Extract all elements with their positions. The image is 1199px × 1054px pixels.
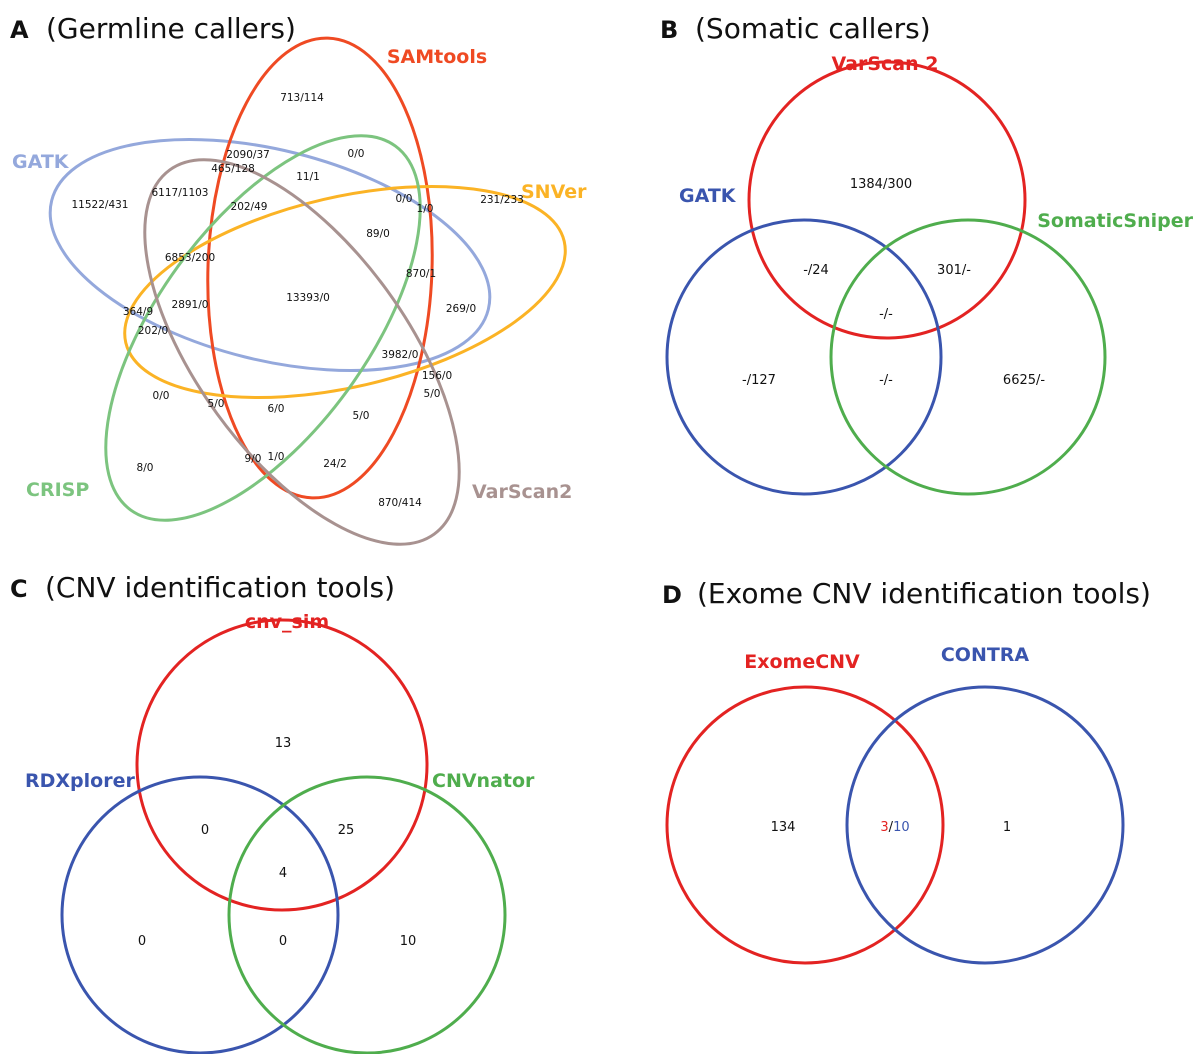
ellipse-gatk <box>48 137 492 373</box>
region-count: 8/0 <box>137 462 154 474</box>
circle-gatk <box>665 218 943 496</box>
region-varscan-only: 1384/300 <box>850 177 912 192</box>
panel-a: A (Germline callers) SAMtools GATK SNVer… <box>10 12 587 546</box>
label-varscan2: VarScan2 <box>472 481 572 503</box>
region-count: 5/0 <box>424 388 441 400</box>
region-count: 202/49 <box>231 201 268 213</box>
circle-exomecnv <box>665 685 945 965</box>
region-count: 2891/0 <box>172 299 209 311</box>
panel-c: C (CNV identification tools) cnv_sim RDX… <box>10 571 535 1054</box>
label-cnv-sim: cnv_sim <box>245 611 329 633</box>
panel-a-title: (Germline callers) <box>46 12 296 45</box>
overlap-exomecnv-count: 3 <box>880 820 888 835</box>
region-cnvnator-only: 10 <box>400 934 417 949</box>
region-varscan-sniper: 301/- <box>937 263 971 278</box>
label-gatk: GATK <box>12 151 70 173</box>
region-count: 231/233 <box>480 194 524 206</box>
region-count: 269/0 <box>446 303 476 315</box>
region-gatk-only: -/127 <box>742 373 776 388</box>
region-count: 870/414 <box>378 497 422 509</box>
circle-somaticsniper <box>829 218 1107 496</box>
circle-cnv-sim <box>135 618 429 912</box>
region-count: 3982/0 <box>382 349 419 361</box>
panel-b-letter: B <box>660 16 678 44</box>
region-count: 870/1 <box>406 268 436 280</box>
region-all-three: 4 <box>279 866 287 881</box>
region-count: 11/1 <box>296 171 320 183</box>
panel-d: D (Exome CNV identification tools) Exome… <box>662 577 1151 965</box>
panel-c-title: (CNV identification tools) <box>45 571 395 604</box>
overlap-contra-count: 10 <box>893 820 910 835</box>
panel-d-letter: D <box>662 581 682 609</box>
region-count: 202/0 <box>138 325 168 337</box>
label-crisp: CRISP <box>26 479 89 501</box>
region-count: 1/0 <box>417 203 434 215</box>
region-all-three: -/- <box>879 307 893 322</box>
region-sim-only: 13 <box>275 736 292 751</box>
region-count: 9/0 <box>245 453 262 465</box>
region-count: 2090/37 <box>226 149 270 161</box>
panel-a-letter: A <box>10 16 29 44</box>
region-count: 5/0 <box>353 410 370 422</box>
circle-contra <box>845 685 1125 965</box>
region-exomecnv-only: 134 <box>771 820 796 835</box>
region-count: 11522/431 <box>72 199 129 211</box>
label-samtools: SAMtools <box>387 46 487 68</box>
region-count: 0/0 <box>348 148 365 160</box>
circle-rdxplorer <box>60 775 340 1054</box>
panel-d-title: (Exome CNV identification tools) <box>697 577 1151 610</box>
region-gatk-sniper: -/- <box>879 373 893 388</box>
region-count: 156/0 <box>422 370 452 382</box>
region-rdx-only: 0 <box>138 934 146 949</box>
label-cnvnator: CNVnator <box>432 770 535 792</box>
ellipse-varscan2 <box>143 158 461 546</box>
region-rdx-cnvnator: 0 <box>279 934 287 949</box>
region-count: 0/0 <box>396 193 413 205</box>
panel-c-letter: C <box>10 575 28 603</box>
panel-b-title: (Somatic callers) <box>695 12 931 45</box>
region-count: 465/128 <box>211 163 255 175</box>
label-somaticsniper: SomaticSniper <box>1037 210 1193 232</box>
region-sim-cnvnator: 25 <box>338 823 355 838</box>
region-count: 24/2 <box>323 458 347 470</box>
region-count: 89/0 <box>366 228 390 240</box>
circle-varscan <box>747 60 1027 340</box>
region-count: 364/9 <box>123 306 153 318</box>
region-count: 6/0 <box>268 403 285 415</box>
region-count: 1/0 <box>268 451 285 463</box>
region-count: 13393/0 <box>286 292 330 304</box>
ellipse-snver <box>123 185 567 399</box>
label-snver: SNVer <box>521 181 587 203</box>
panel-b-region-counts: 1384/300 -/24 301/- -/- -/127 -/- 6625/- <box>742 177 1045 388</box>
label-exomecnv: ExomeCNV <box>744 651 860 673</box>
label-rdxplorer: RDXplorer <box>25 770 135 792</box>
label-gatk-somatic: GATK <box>679 185 737 207</box>
region-count: 0/0 <box>153 390 170 402</box>
label-varscan: VarScan 2 <box>832 53 939 75</box>
overlap-separator: / <box>889 820 894 835</box>
region-count: 713/114 <box>280 92 324 104</box>
region-sniper-only: 6625/- <box>1003 373 1045 388</box>
region-count: 6853/200 <box>165 252 215 264</box>
panel-c-region-counts: 13 0 25 4 0 0 10 <box>138 736 416 949</box>
panel-a-region-counts: 713/114 0/0 2090/37 465/128 11/1 11522/4… <box>72 92 524 509</box>
label-contra: CONTRA <box>941 644 1030 666</box>
panel-d-region-counts: 134 3/10 1 <box>771 820 1012 835</box>
ellipse-samtools <box>206 36 434 500</box>
panel-b: B (Somatic callers) VarScan 2 GATK Somat… <box>660 12 1194 496</box>
region-count: 6117/1103 <box>152 187 209 199</box>
region-contra-only: 1 <box>1003 820 1011 835</box>
region-count: 5/0 <box>208 398 225 410</box>
region-varscan-gatk: -/24 <box>803 263 829 278</box>
region-overlap: 3/10 <box>880 820 909 835</box>
region-sim-rdx: 0 <box>201 823 209 838</box>
ellipse-crisp <box>104 134 422 522</box>
circle-cnvnator <box>227 775 507 1054</box>
